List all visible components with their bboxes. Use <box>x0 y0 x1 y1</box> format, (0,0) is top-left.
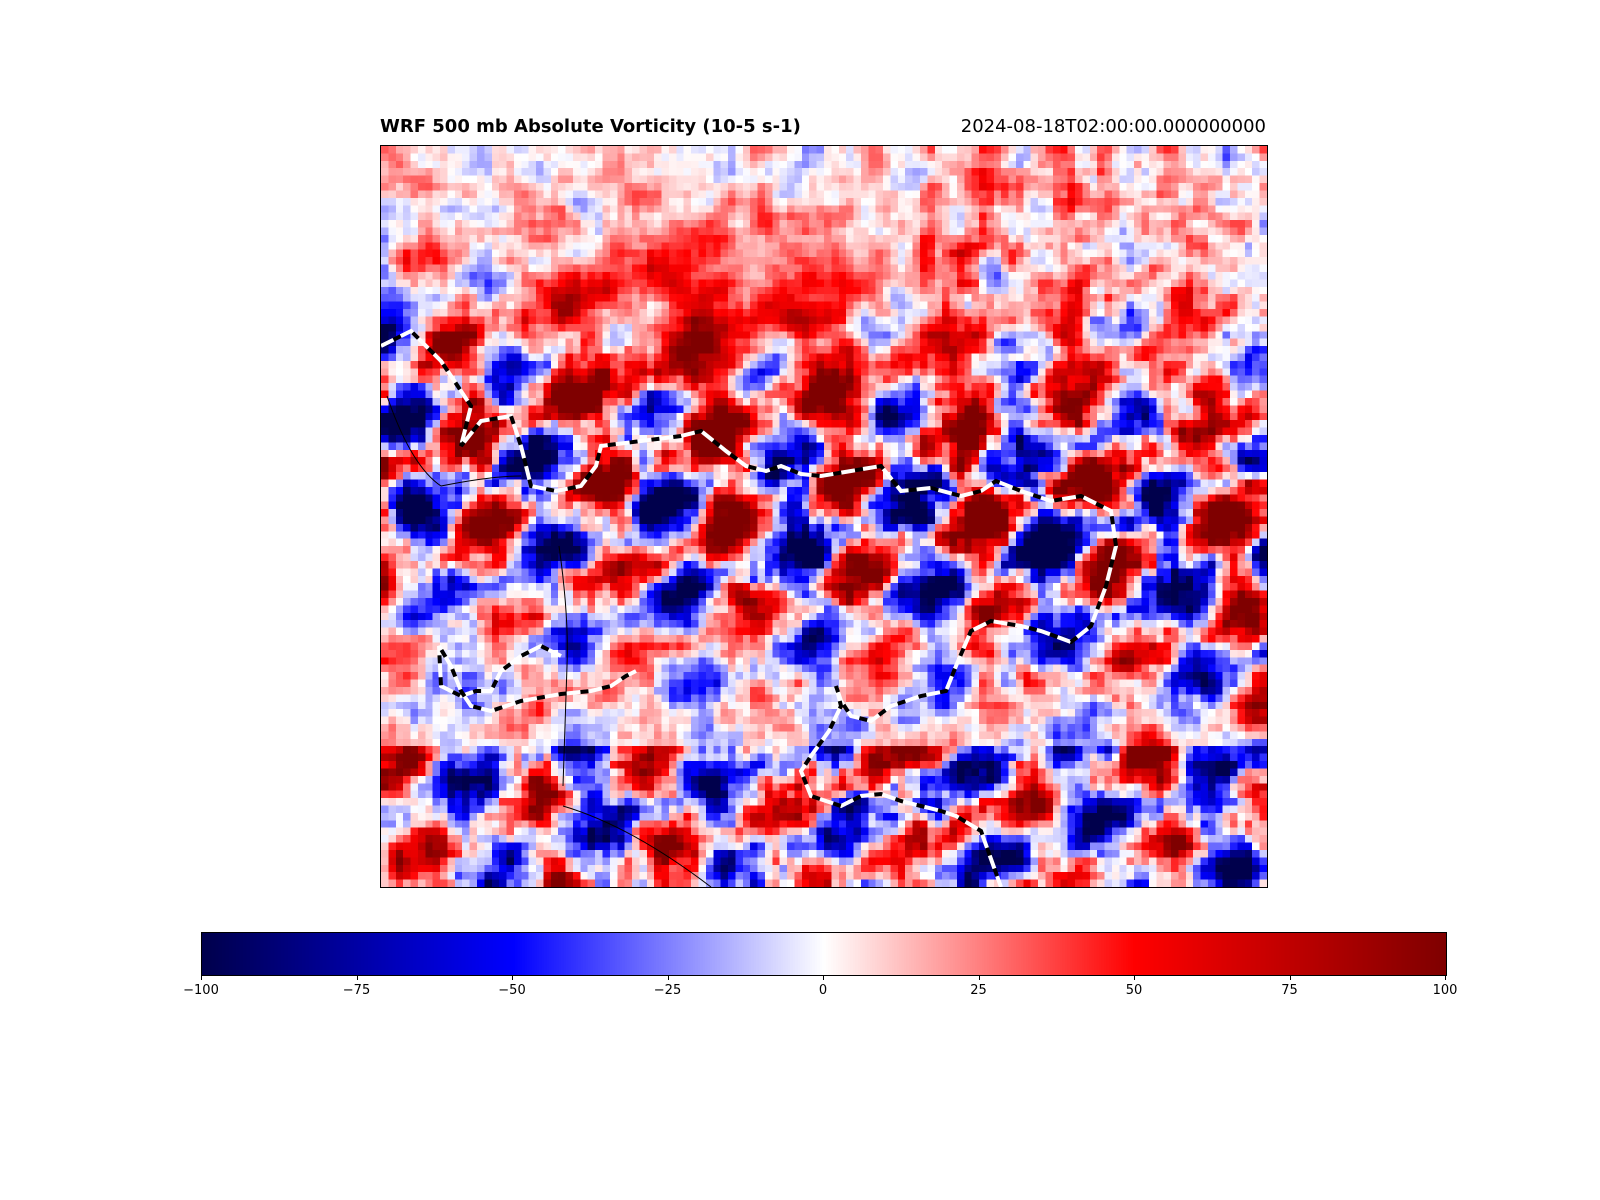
colorbar-tick-label: 25 <box>970 983 987 998</box>
colorbar-tick-label: 0 <box>818 983 828 998</box>
boundary-line-3 <box>562 805 712 887</box>
dashed-contour-black <box>381 328 1119 887</box>
colorbar-tick-label: −100 <box>183 983 219 998</box>
colorbar <box>201 932 1447 976</box>
boundary-line-1 <box>386 395 522 487</box>
colorbar-tick-label: −75 <box>342 983 371 998</box>
map-panel <box>380 145 1268 888</box>
colorbar-tick-label: 50 <box>1125 983 1143 998</box>
contour-overlay <box>381 328 1119 887</box>
colorbar-tick-label: −50 <box>498 983 526 998</box>
dashed-contour-white <box>381 328 1119 887</box>
vorticity-field <box>381 146 1267 887</box>
boundary-line-2 <box>558 545 568 787</box>
chart-title: WRF 500 mb Absolute Vorticity (10-5 s-1) <box>380 116 801 137</box>
colorbar-tick-label: 100 <box>1432 983 1458 998</box>
colorbar-tick-label: 75 <box>1281 983 1298 998</box>
valid-time-label: 2024-08-18T02:00:00.000000000 <box>960 116 1266 137</box>
colorbar-tick-label: −25 <box>653 983 682 998</box>
